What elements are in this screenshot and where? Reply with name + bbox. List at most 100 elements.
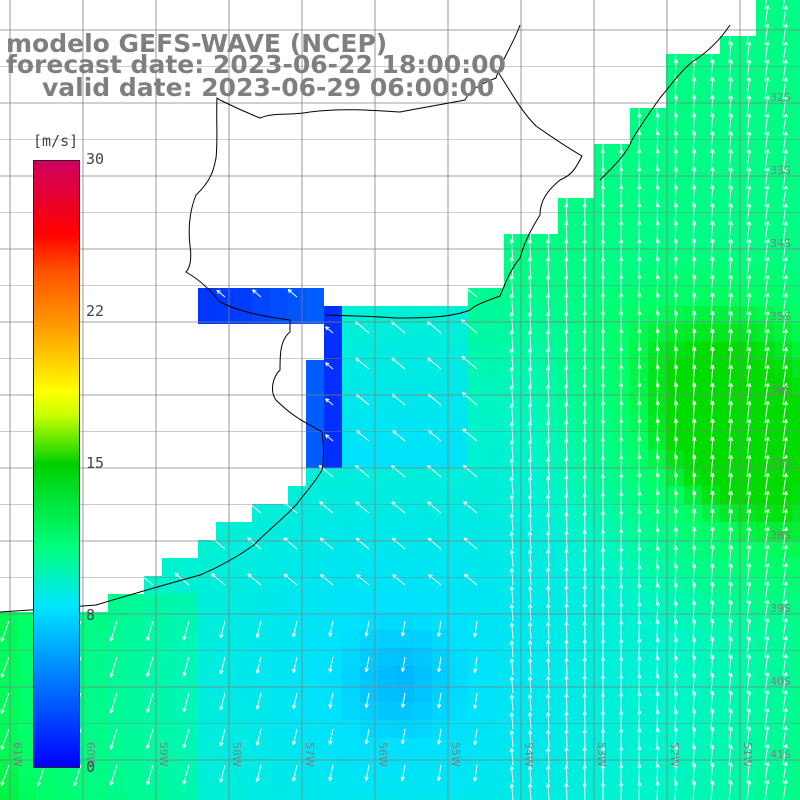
wind-cell — [414, 612, 432, 630]
wind-cell — [414, 792, 432, 800]
wind-cell — [486, 486, 504, 504]
longitude-label: 57W — [303, 742, 316, 767]
wind-cell — [792, 666, 800, 684]
wind-arrow — [509, 658, 515, 676]
wind-cell — [324, 594, 342, 612]
wind-arrow — [182, 656, 190, 677]
wind-arrow — [728, 581, 734, 604]
wind-arrow — [782, 779, 788, 800]
wind-arrow — [782, 508, 788, 532]
wind-arrow — [527, 476, 533, 496]
wind-arrow — [710, 454, 715, 478]
wind-cell — [324, 378, 342, 396]
wind-arrow — [673, 781, 679, 800]
wind-arrow — [527, 567, 533, 586]
wind-arrow — [746, 654, 752, 676]
colorbar-tick-30: 30 — [86, 150, 105, 168]
wind-arrow — [527, 747, 533, 766]
wind-arrow — [728, 167, 734, 190]
wind-cell — [342, 558, 360, 576]
wind-cell — [414, 360, 432, 378]
wind-arrow — [655, 256, 660, 280]
wind-arrow — [691, 655, 697, 676]
wind-arrow — [637, 746, 642, 766]
wind-arrow — [764, 672, 770, 694]
wind-cell — [324, 792, 342, 800]
wind-cell — [18, 792, 36, 800]
wind-arrow — [182, 728, 190, 749]
wind-arrow — [509, 403, 514, 424]
wind-cell — [144, 666, 162, 684]
coastline — [0, 24, 521, 613]
wind-arrow — [710, 238, 715, 262]
wind-arrow — [146, 728, 154, 750]
wind-arrow — [600, 674, 606, 694]
wind-arrow — [764, 5, 770, 28]
wind-arrow — [710, 673, 715, 694]
wind-cell — [414, 432, 432, 450]
wind-arrow — [746, 203, 752, 226]
wind-arrow — [782, 221, 788, 244]
wind-arrow — [710, 59, 715, 82]
wind-arrow — [354, 464, 370, 478]
wind-cell — [396, 738, 414, 756]
wind-cell — [792, 486, 800, 504]
wind-arrow — [109, 692, 118, 714]
wind-arrow — [764, 95, 770, 118]
wind-arrow — [509, 367, 514, 388]
wind-arrow — [618, 656, 624, 676]
latitude-label: 40S — [770, 675, 791, 688]
wind-arrow — [782, 400, 788, 424]
wind-cell — [792, 198, 800, 216]
wind-arrow — [655, 691, 660, 712]
wind-cell — [324, 414, 342, 432]
wind-arrow — [782, 418, 788, 442]
wind-cell — [126, 738, 144, 756]
wind-cell — [180, 792, 198, 800]
wind-arrow — [655, 185, 660, 208]
wind-arrow — [319, 501, 334, 514]
wind-cell — [792, 90, 800, 108]
wind-arrow — [782, 635, 788, 658]
wind-arrow — [582, 529, 587, 550]
wind-cell — [198, 756, 216, 774]
wind-cell — [450, 774, 468, 792]
wind-cell — [396, 702, 414, 720]
wind-arrow — [546, 494, 551, 514]
wind-arrow — [637, 491, 642, 514]
wind-cell — [270, 576, 288, 594]
wind-arrow — [509, 549, 515, 568]
wind-arrow — [255, 656, 262, 674]
colorbar — [33, 160, 80, 768]
wind-cell — [306, 540, 324, 558]
wind-cell — [378, 432, 396, 450]
title-forecast-date: forecast date: 2023-06-22 18:00:00 — [6, 50, 506, 79]
wind-cell — [216, 702, 234, 720]
wind-arrow — [691, 709, 697, 730]
wind-cell — [450, 540, 468, 558]
wind-cell — [414, 738, 432, 756]
latitude-label: 36S — [770, 383, 791, 396]
wind-cell — [396, 306, 414, 324]
wind-cell — [486, 774, 504, 792]
wind-cell — [792, 540, 800, 558]
wind-arrow — [564, 293, 569, 316]
wind-cell — [216, 522, 234, 540]
wind-cell — [180, 702, 198, 720]
wind-cell — [450, 648, 468, 666]
wind-arrow — [527, 783, 533, 800]
longitude-label: 54W — [522, 742, 535, 767]
wind-cell — [198, 594, 216, 612]
wind-arrow — [728, 654, 733, 676]
wind-arrow — [546, 567, 551, 586]
wind-cell — [342, 594, 360, 612]
wind-cell — [252, 774, 270, 792]
wind-arrow — [710, 619, 715, 640]
wind-arrow — [600, 638, 606, 658]
coastline-east — [599, 24, 731, 181]
wind-cell — [90, 702, 108, 720]
wind-cell — [288, 306, 306, 324]
wind-arrow — [564, 675, 569, 694]
wind-arrow — [692, 41, 697, 64]
wind-arrow — [546, 711, 551, 730]
